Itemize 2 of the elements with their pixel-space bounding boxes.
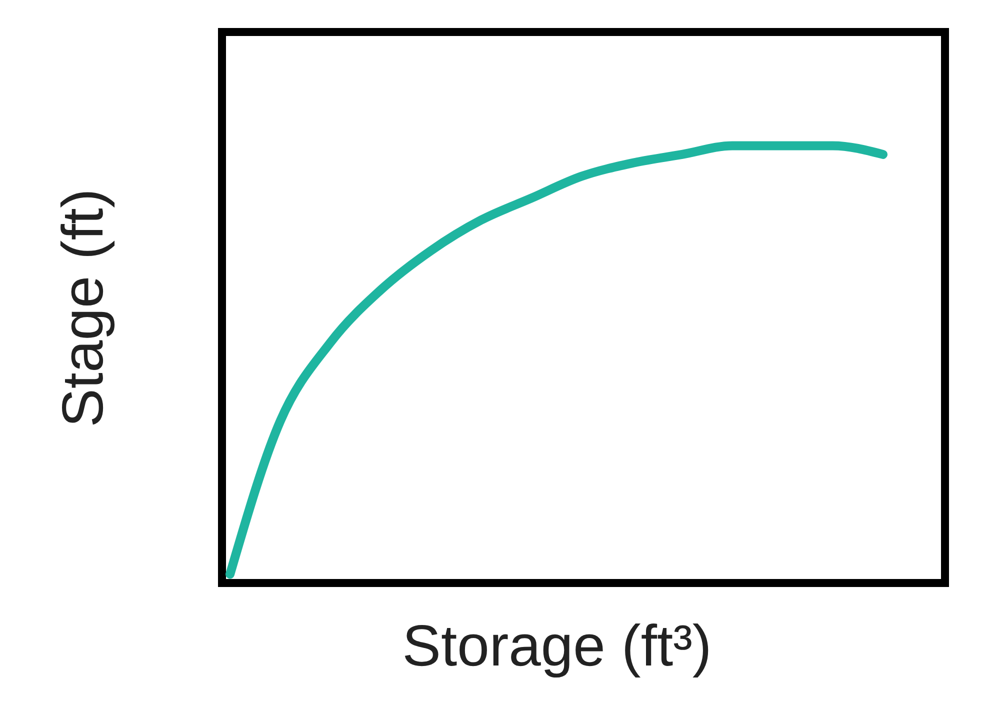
x-axis-title: Storage (ft³)	[402, 614, 712, 678]
y-axis-title: Stage (ft)	[50, 188, 116, 428]
